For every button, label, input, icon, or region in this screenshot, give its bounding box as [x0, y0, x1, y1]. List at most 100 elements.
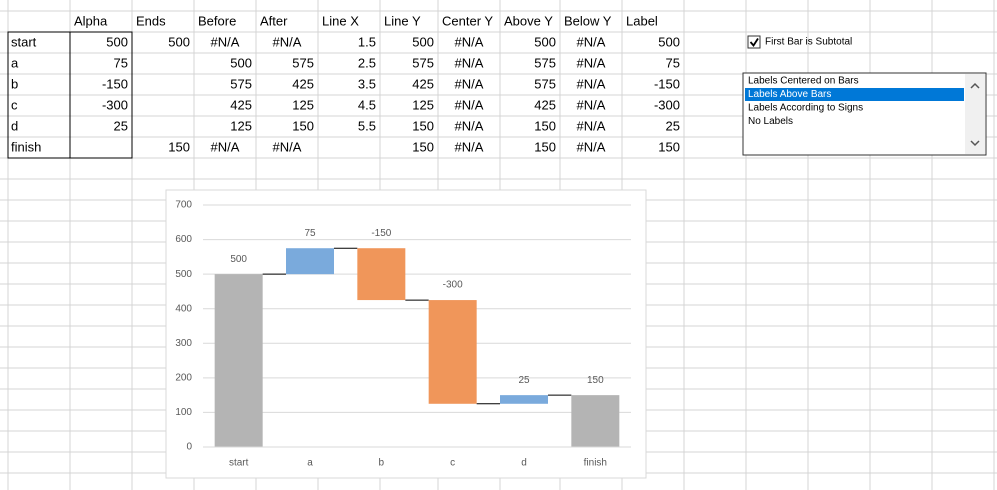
cell-value: #N/A	[577, 34, 606, 49]
cell-value: #N/A	[273, 139, 302, 154]
y-tick-label: 400	[175, 303, 192, 314]
column-header: Alpha	[74, 13, 108, 28]
x-tick-label: d	[521, 458, 527, 469]
checkbox-label[interactable]: First Bar is Subtotal	[765, 37, 852, 48]
cell-value: #N/A	[455, 55, 484, 70]
cell-value: 125	[292, 97, 314, 112]
scroll-up[interactable]	[970, 82, 980, 89]
cell-value: 425	[292, 76, 314, 91]
column-header: Center Y	[442, 13, 493, 28]
cell-value: 425	[412, 76, 434, 91]
cell-value: 500	[534, 34, 556, 49]
cell-value: 150	[534, 139, 556, 154]
cell-value: #N/A	[273, 34, 302, 49]
bar	[500, 395, 548, 404]
cell-value: 125	[230, 118, 252, 133]
cell-value: 150	[292, 118, 314, 133]
cell-value: 500	[168, 34, 190, 49]
cell-value: -150	[102, 76, 128, 91]
cell-value: #N/A	[455, 34, 484, 49]
cell-value: #N/A	[577, 139, 606, 154]
list-item[interactable]: No Labels	[748, 116, 793, 127]
column-header: After	[260, 13, 288, 28]
cell-value: 75	[114, 55, 128, 70]
cell-value: 150	[412, 118, 434, 133]
row-label: finish	[11, 139, 41, 154]
data-label: -300	[443, 280, 463, 291]
list-item[interactable]: Labels Centered on Bars	[748, 76, 859, 87]
cell-value: #N/A	[455, 139, 484, 154]
x-tick-label: c	[450, 458, 455, 469]
cell-value: 1.5	[358, 34, 376, 49]
scrollbar	[965, 74, 985, 154]
column-header: Line Y	[384, 13, 421, 28]
cell-value: 575	[412, 55, 434, 70]
list-item[interactable]: Labels According to Signs	[748, 103, 863, 114]
data-label: 75	[304, 228, 316, 239]
cell-value: 125	[412, 97, 434, 112]
cell-value: 425	[534, 97, 556, 112]
checkmark	[749, 38, 759, 48]
y-tick-label: 600	[175, 234, 192, 245]
y-tick-label: 300	[175, 338, 192, 349]
column-header: Ends	[136, 13, 166, 28]
column-header: Label	[626, 13, 658, 28]
cell-value: #N/A	[455, 76, 484, 91]
cell-value: 2.5	[358, 55, 376, 70]
y-tick-label: 100	[175, 407, 192, 418]
cell-value: #N/A	[455, 97, 484, 112]
cell-value: -300	[654, 97, 680, 112]
cell-value: 575	[292, 55, 314, 70]
column-header: Above Y	[504, 13, 553, 28]
data-label: 25	[518, 375, 530, 386]
cell-value: 75	[666, 55, 680, 70]
bar	[571, 395, 620, 447]
list-item[interactable]: Labels Above Bars	[748, 89, 831, 100]
cell-value: 425	[230, 97, 252, 112]
data-label: -150	[371, 228, 391, 239]
row-label: a	[11, 55, 19, 70]
cell-value: #N/A	[577, 76, 606, 91]
bar	[286, 248, 334, 275]
x-tick-label: finish	[584, 458, 607, 469]
x-tick-label: start	[229, 458, 249, 469]
bar	[357, 248, 406, 301]
cell-value: 3.5	[358, 76, 376, 91]
cell-value: 150	[658, 139, 680, 154]
cell-value: 25	[114, 118, 128, 133]
listbox	[742, 72, 987, 156]
row-label: d	[11, 118, 18, 133]
x-tick-label: a	[307, 458, 313, 469]
cell-value: 25	[666, 118, 680, 133]
y-tick-label: 700	[175, 200, 192, 211]
cell-value: -150	[654, 76, 680, 91]
cell-value: 500	[106, 34, 128, 49]
cell-value: 150	[534, 118, 556, 133]
cell-value: 500	[230, 55, 252, 70]
row-label: c	[11, 97, 18, 112]
bar	[428, 300, 477, 404]
column-header: Before	[198, 13, 236, 28]
column-header: Line X	[322, 13, 359, 28]
cell-value: 575	[534, 55, 556, 70]
cell-value: #N/A	[577, 97, 606, 112]
cell-value: #N/A	[577, 118, 606, 133]
y-tick-label: 500	[175, 269, 192, 280]
cell-value: 5.5	[358, 118, 376, 133]
cell-value: 4.5	[358, 97, 376, 112]
cell-value: 500	[412, 34, 434, 49]
cell-value: #N/A	[211, 34, 240, 49]
cell-value: 150	[412, 139, 434, 154]
cell-value: 575	[230, 76, 252, 91]
y-tick-label: 200	[175, 372, 192, 383]
cell-value: 150	[168, 139, 190, 154]
scroll-down[interactable]	[970, 140, 980, 147]
cell-value: #N/A	[211, 139, 240, 154]
row-label: start	[11, 34, 37, 49]
cell-value: #N/A	[577, 55, 606, 70]
cell-value: 500	[658, 34, 680, 49]
cell-value: -300	[102, 97, 128, 112]
row-label: b	[11, 76, 18, 91]
